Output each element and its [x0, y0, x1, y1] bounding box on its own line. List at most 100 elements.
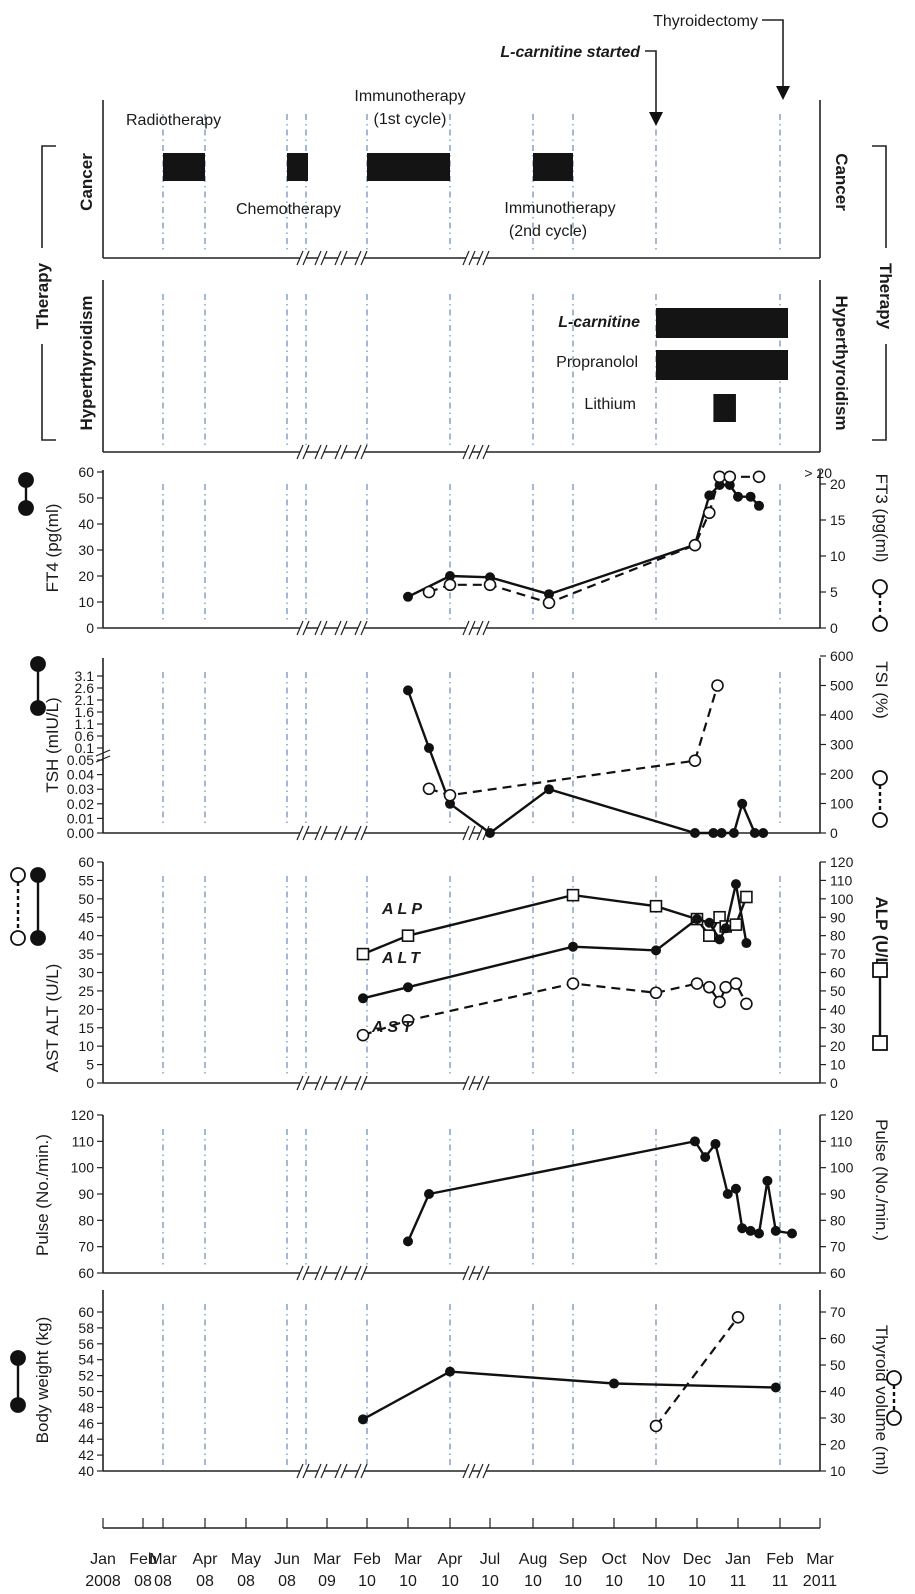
month-label: Feb [766, 1551, 794, 1568]
pulse-point [722, 1189, 733, 1199]
axis-break-mark [476, 620, 484, 636]
month-label: Mar [149, 1551, 177, 1568]
pulse-point [710, 1138, 721, 1149]
alp-point [740, 890, 753, 904]
pulse-point [424, 1189, 434, 1199]
month-label: Nov [642, 1551, 670, 1568]
axis-break-mark [334, 620, 342, 636]
axis-break-mark [360, 250, 368, 266]
ast-alt-tick-label: 40 [78, 928, 94, 944]
axis-break-mark [334, 1463, 342, 1479]
axis-break-gap [466, 1467, 472, 1475]
axis-break-gap [300, 1269, 306, 1277]
chart-marks [163, 153, 797, 1433]
axis-break-mark [476, 1463, 484, 1479]
arrow-l-carnitine [645, 50, 657, 122]
body-weight-tick-label: 50 [78, 1384, 94, 1400]
ft3-point [752, 470, 766, 484]
year-label: 08 [154, 1573, 172, 1589]
reference-lines [162, 114, 781, 1465]
annotation-ast: AST [371, 1019, 416, 1036]
ft3-tick-label: 10 [830, 548, 846, 564]
ast-point [690, 977, 704, 990]
axis-break-gap [300, 254, 306, 262]
axis-break-mark [482, 444, 490, 460]
axis-break-gap [300, 448, 306, 456]
ft3-tick-label: 20 [830, 476, 846, 492]
body-weight-point [770, 1382, 781, 1393]
axis-break-mark [354, 825, 362, 841]
tsi-tick-label: 500 [830, 678, 854, 694]
alp-point [729, 918, 743, 931]
l-carnitine-label: L-carnitine [558, 314, 640, 331]
month-label: Mar [806, 1551, 834, 1568]
ft3-point [483, 578, 497, 592]
axis-break-mark [314, 1075, 322, 1091]
therapy-label-right: Therapy [876, 263, 895, 330]
tsh-tick-label: 0.03 [67, 781, 94, 797]
pulse-axis-title-right: Pulse (No./min.) [872, 1119, 891, 1241]
annotation-alt: ALT [381, 950, 424, 967]
alt-point [714, 934, 725, 945]
alp-tick-label: 0 [830, 1075, 838, 1091]
cancer-therapy-bar [287, 153, 308, 181]
axis-break-gap [318, 254, 324, 262]
tsh-tick-label: 2.1 [75, 692, 95, 708]
thyroid-volume-tick-label: 10 [830, 1463, 846, 1479]
year-label: 10 [481, 1573, 499, 1589]
alt-point [704, 917, 715, 928]
axis-break-mark [468, 1463, 476, 1479]
ft3-legend-end [872, 579, 888, 595]
year-label: 11 [772, 1573, 789, 1589]
ft3-point [702, 506, 716, 520]
alp-point [356, 947, 370, 961]
axis-break-gap [318, 448, 324, 456]
alp-legend-end [872, 962, 888, 978]
cancer-therapy-bar [367, 153, 450, 181]
axis-break-mark [314, 1265, 322, 1281]
year-label: 10 [524, 1573, 542, 1589]
axis-break-mark [302, 1265, 310, 1281]
axis-break-gap [338, 448, 344, 456]
event-l-carnitine-started: L-carnitine started [500, 44, 641, 61]
body-weight-axis-title: Body weight (kg) [33, 1317, 52, 1444]
ft3-tick-label: 0 [830, 620, 838, 636]
alp-point [702, 929, 716, 942]
ft3-tick-label: 15 [830, 512, 846, 528]
pulse-right-tick-label: 90 [830, 1186, 846, 1202]
axis-break-mark [340, 1075, 348, 1091]
alp-tick-label: 80 [830, 928, 846, 944]
axis-break-mark [476, 1265, 484, 1281]
tsh-point [708, 828, 719, 838]
radiotherapy-label: Radiotherapy [126, 112, 221, 129]
axis-break-mark [468, 444, 476, 460]
ast-alt-tick-label: 10 [78, 1038, 94, 1054]
axis-break-mark [360, 620, 368, 636]
month-label: Aug [519, 1551, 547, 1568]
pulse-point [745, 1225, 756, 1236]
pulse-right-tick-label: 110 [830, 1133, 853, 1149]
axis-break-gap [300, 1079, 306, 1087]
ft4-legend-end [18, 472, 34, 488]
therapy-bracket-left [41, 145, 56, 441]
axis-break-mark [468, 1075, 476, 1091]
alt-point [692, 914, 702, 925]
tsi-tick-label: 300 [830, 737, 854, 753]
alp-tick-label: 40 [830, 1001, 846, 1017]
propranolol-label: Propranolol [556, 354, 638, 371]
tsi-tick-label: 600 [830, 648, 854, 664]
axis-break-gap [358, 448, 364, 456]
axis-break-gap [300, 829, 306, 837]
axis-break-mark [320, 250, 328, 266]
axis-break-mark [302, 250, 310, 266]
legend-glyphs [10, 472, 902, 1426]
month-label: May [231, 1551, 261, 1568]
axis-break-mark [320, 620, 328, 636]
axis-break-mark [340, 250, 348, 266]
hyper-therapy-bar [656, 308, 788, 338]
axis-break-mark [296, 620, 304, 636]
body-weight-tick-label: 60 [78, 1304, 94, 1320]
axis-break-mark [340, 444, 348, 460]
ft4-legend-end [18, 500, 34, 516]
